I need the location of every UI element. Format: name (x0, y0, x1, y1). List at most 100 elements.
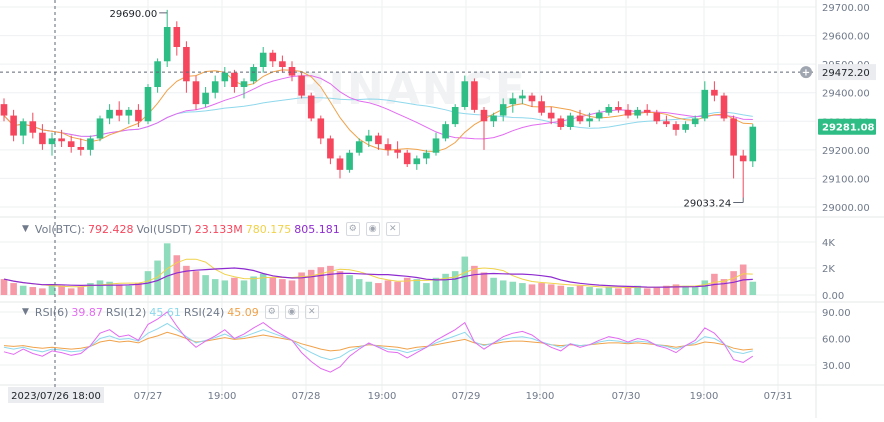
last-price-label: 29281.08 (822, 123, 875, 134)
high-price-label: 29690.00 (109, 9, 157, 20)
volume-legend: ▼ Vol(BTC): 792.428 Vol(USDT) 23.133M 78… (22, 222, 400, 236)
close-icon[interactable]: ✕ (385, 222, 400, 236)
candle-body (634, 109, 641, 116)
candle-body (394, 149, 401, 153)
candle-body (87, 138, 94, 150)
volume-tick-label: 4K (822, 238, 835, 249)
rsi-tick-label: 90.00 (822, 308, 851, 319)
crosshair-time-tag (8, 387, 104, 403)
candle-body (135, 109, 142, 122)
volume-bar (557, 285, 565, 295)
rsi24-line (3, 331, 753, 352)
volume-bar (375, 283, 382, 295)
volume-bar (250, 276, 257, 295)
candle-body (48, 138, 56, 145)
volume-bar (106, 281, 113, 295)
candle-body (413, 158, 421, 165)
volume-bar (576, 285, 584, 295)
volume-bar (451, 271, 459, 295)
candle-body (202, 92, 209, 105)
hide-icon[interactable]: ◉ (365, 222, 380, 236)
rsi-axis: 90.00 60.00 30.00 (822, 308, 851, 372)
candle-body (259, 52, 267, 67)
candle-body (125, 109, 133, 116)
rsi24-value: 45.09 (227, 305, 259, 319)
candle-body (586, 118, 593, 122)
volume-bar (442, 273, 449, 295)
volume-bar (135, 283, 142, 295)
volume-bar (567, 287, 574, 295)
volume-bar (701, 280, 709, 295)
price-tick-label: 29400.00 (822, 89, 870, 100)
volume-bar (605, 287, 613, 295)
volume-ma1-line (3, 258, 753, 289)
volume-usdt-value: 23.133M (194, 222, 243, 236)
time-tick-label: 07/27 (134, 391, 163, 402)
candle-body (240, 81, 248, 87)
volume-bar (202, 275, 209, 295)
time-tick-label: 07/30 (612, 391, 641, 402)
candle-body (538, 101, 545, 113)
settings-icon[interactable]: ⚙ (345, 222, 360, 236)
rsi-tick-label: 60.00 (822, 335, 851, 346)
candle-body (442, 124, 449, 139)
candle-body (192, 81, 200, 105)
candle-body (346, 152, 353, 170)
candle-body (384, 144, 392, 150)
candle-body (595, 112, 603, 119)
time-axis: 07/27 19:00 07/28 19:00 07/29 19:00 07/30 19:00… (8, 387, 792, 403)
add-alert-icon[interactable] (800, 66, 812, 79)
candle-body (643, 109, 651, 113)
volume-bar (423, 283, 430, 295)
volume-bar (29, 287, 37, 295)
close-icon[interactable]: ✕ (304, 305, 319, 319)
volume-bar (499, 280, 507, 295)
collapse-rsi-icon[interactable]: ▼ (22, 307, 29, 317)
volume-bar (298, 272, 305, 295)
time-tick-label: 19:00 (208, 391, 237, 402)
candle-body (471, 81, 478, 110)
volume-bar (384, 280, 392, 295)
candle-body (211, 81, 219, 93)
volume-bar (691, 287, 699, 295)
volume-bar (682, 285, 689, 295)
price-axis: 29700.0029600.0029500.0029400.0029300.00… (818, 3, 876, 214)
candle-body (96, 118, 104, 139)
candle-body (355, 141, 363, 153)
candle-body (298, 75, 305, 96)
candle-body (682, 124, 689, 130)
volume-bar (240, 280, 248, 295)
candle-body (711, 89, 718, 96)
collapse-volume-icon[interactable]: ▼ (22, 224, 29, 234)
candle-body (221, 72, 229, 82)
hide-icon[interactable]: ◉ (284, 305, 299, 319)
volume-bar (336, 271, 344, 295)
volume-bar (231, 277, 238, 295)
candle-body (231, 72, 238, 87)
price-tick-label: 29000.00 (822, 203, 870, 214)
candle-body (336, 158, 344, 170)
add-alert-icon-glyph: + (802, 68, 810, 79)
volume-bar (346, 275, 353, 295)
volume-bar (471, 265, 478, 295)
volume-bar (154, 260, 161, 295)
volume-btc-value: 792.428 (87, 222, 134, 236)
time-tick-label: 19:00 (368, 391, 397, 402)
rsi6-value: 39.87 (71, 305, 103, 319)
candle-body (403, 152, 411, 165)
time-tick-label: 19:00 (690, 391, 719, 402)
crosshair-price-tag (818, 64, 876, 81)
price-annotations: 29690.00 29033.24 (109, 9, 744, 210)
volume-bar (183, 265, 190, 295)
rsi12-line (3, 322, 753, 361)
volume-title: Vol(BTC): (34, 222, 85, 236)
settings-icon[interactable]: ⚙ (264, 305, 279, 319)
candle-body (19, 121, 27, 136)
volume-bar (10, 283, 17, 295)
volume-bar (595, 288, 603, 295)
rsi24-label: RSI(24) (183, 305, 225, 319)
volume-bar (509, 281, 517, 295)
